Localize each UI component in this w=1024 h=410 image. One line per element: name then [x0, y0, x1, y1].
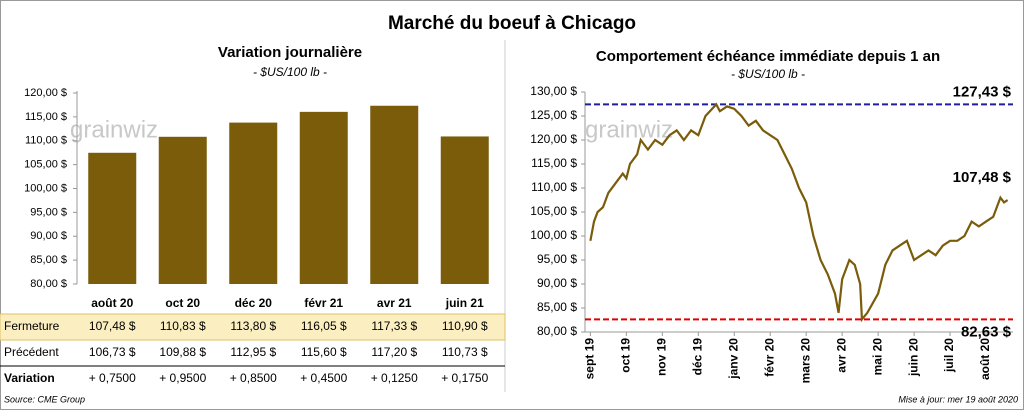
bar [88, 152, 137, 284]
reference-label: 82,63 $ [961, 323, 1012, 340]
y-tick-label: 95,00 $ [537, 252, 577, 266]
x-tick-label: août 20 [91, 296, 133, 310]
x-tick-label: mai 20 [870, 338, 884, 376]
watermark: grainwiz [585, 116, 673, 143]
last-value-label: 107,48 $ [953, 169, 1012, 186]
y-tick-label: 115,00 $ [531, 156, 577, 170]
x-tick-label: nov 19 [654, 338, 668, 376]
y-tick-label: 130,00 $ [530, 84, 577, 98]
table-cell: + 0,4500 [300, 371, 347, 385]
x-tick-label: juil 20 [942, 338, 956, 373]
reference-label: 127,43 $ [953, 83, 1012, 100]
y-tick-label: 90,00 $ [30, 230, 67, 242]
y-tick-label: 110,00 $ [25, 135, 67, 147]
chart-title: Comportement échéance immédiate depuis 1… [596, 48, 940, 65]
source: Source: CME Group [4, 394, 85, 404]
y-tick-label: 120,00 $ [24, 87, 67, 99]
x-tick-label: févr 21 [304, 296, 343, 310]
y-tick-label: 110,00 $ [531, 180, 577, 194]
value-label: 110,90 $ [442, 319, 488, 333]
x-tick-label: juin 20 [906, 338, 920, 377]
y-tick-label: 100,00 $ [24, 182, 67, 194]
y-tick-label: 90,00 $ [537, 276, 577, 290]
chart-subtitle: - $US/100 lb - [731, 67, 805, 81]
watermark: grainwiz [70, 116, 158, 143]
y-tick-label: 100,00 $ [530, 228, 577, 242]
y-tick-label: 115,00 $ [25, 111, 67, 123]
x-tick-label: août 20 [978, 338, 992, 380]
table-cell: 112,95 $ [230, 345, 276, 359]
table-cell: + 0,9500 [159, 371, 206, 385]
table-cell: + 0,1250 [371, 371, 418, 385]
table-cell: + 0,8500 [230, 371, 277, 385]
x-tick-label: oct 19 [619, 338, 633, 373]
row-label: Fermeture [4, 319, 60, 333]
value-label: 110,83 $ [160, 319, 206, 333]
chart-subtitle: - $US/100 lb - [253, 65, 327, 79]
x-tick-label: avr 20 [834, 338, 848, 373]
row-label: Précédent [4, 345, 59, 359]
value-label: 116,05 $ [301, 319, 347, 333]
x-tick-label: févr 20 [762, 338, 776, 377]
x-tick-label: oct 20 [165, 296, 200, 310]
value-label: 113,80 $ [230, 319, 276, 333]
y-tick-label: 105,00 $ [24, 159, 67, 171]
row-band [0, 313, 506, 341]
bar [299, 111, 348, 284]
y-tick-label: 125,00 $ [530, 108, 577, 122]
x-tick-label: juin 21 [445, 296, 484, 310]
table-cell: 109,88 $ [159, 345, 206, 359]
table-cell: 115,60 $ [301, 345, 347, 359]
y-tick-label: 80,00 $ [30, 278, 67, 290]
table-cell: 110,73 $ [442, 345, 488, 359]
bar [158, 136, 207, 284]
x-tick-label: sept 19 [583, 338, 597, 380]
value-label: 117,33 $ [371, 319, 417, 333]
page-title: Marché du boeuf à Chicago [388, 13, 636, 34]
y-tick-label: 120,00 $ [530, 132, 577, 146]
table-cell: 117,20 $ [371, 345, 417, 359]
x-tick-label: janv 20 [726, 338, 740, 380]
x-tick-label: mars 20 [798, 338, 812, 384]
table-cell: + 0,7500 [89, 371, 136, 385]
y-tick-label: 95,00 $ [30, 206, 67, 218]
x-tick-label: déc 20 [235, 296, 273, 310]
table-cell: 106,73 $ [89, 345, 136, 359]
table-cell: + 0,1750 [441, 371, 488, 385]
y-tick-label: 105,00 $ [530, 204, 577, 218]
bar [370, 105, 419, 284]
y-tick-label: 80,00 $ [537, 324, 577, 338]
value-label: 107,48 $ [89, 319, 136, 333]
y-tick-label: 85,00 $ [537, 300, 577, 314]
price-line [589, 102, 1009, 323]
row-label: Variation [4, 371, 55, 385]
bar [440, 136, 489, 284]
bar [229, 122, 278, 284]
y-tick-label: 85,00 $ [30, 254, 67, 266]
chart-title: Variation journalière [218, 44, 362, 61]
updated: Mise à jour: mer 19 août 2020 [898, 394, 1018, 404]
x-tick-label: déc 19 [690, 338, 704, 376]
x-tick-label: avr 21 [377, 296, 412, 310]
